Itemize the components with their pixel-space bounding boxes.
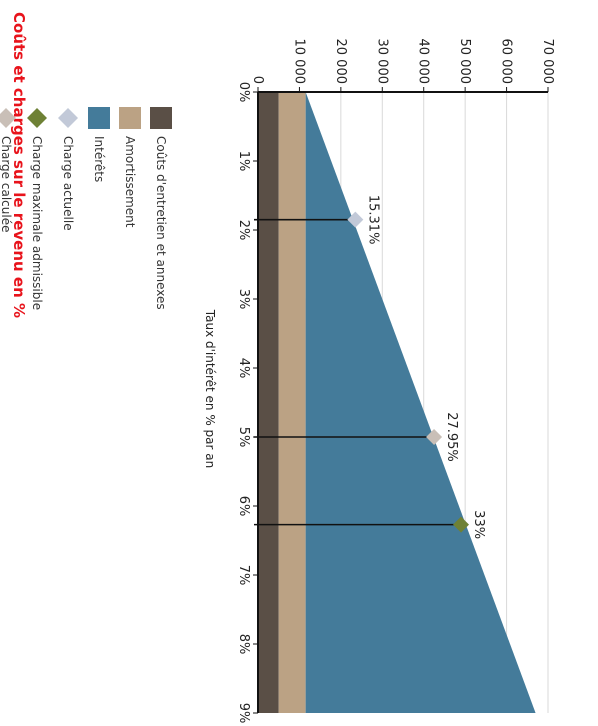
legend-swatch-diamond — [27, 108, 47, 128]
legend: Coûts d'entretien et annexes Amortissemen… — [0, 107, 172, 310]
legend-label: Charge calculée — [0, 136, 13, 232]
chart-title: Coûts et charges sur le revenu en % — [10, 12, 28, 318]
y-tick-label: 70 000 — [540, 39, 555, 85]
legend-label: Intérêts — [92, 136, 106, 182]
marker-data-label: 27.95% — [444, 412, 459, 462]
x-tick-labels: 0% 1% 2% 3% 4% 5% 6% 7% 8% 9% — [236, 82, 251, 724]
rotated-chart-group: Coûts et charges sur le revenu en % 0% 1%… — [0, 12, 555, 723]
marker-diamond-2 — [426, 429, 443, 445]
x-tick-label: 1% — [236, 151, 251, 172]
area-series-1 — [278, 92, 306, 713]
x-tick-label: 6% — [236, 496, 251, 517]
x-tick-label: 3% — [236, 289, 251, 310]
legend-label: Coûts d'entretien et annexes — [154, 136, 168, 310]
x-tick-label: 9% — [236, 703, 251, 724]
x-axis-label: Taux d'intérêt en % par an — [203, 309, 217, 468]
y-tick-label: 40 000 — [416, 39, 431, 85]
area-series-2 — [305, 92, 536, 713]
y-tick-label: 20 000 — [333, 39, 348, 85]
area-series-0 — [258, 92, 279, 713]
axes — [253, 87, 549, 714]
y-tick-label: 0 — [250, 76, 265, 84]
data-markers: 15.31% 33% 27.95% — [347, 195, 486, 539]
marker-diamond-1 — [453, 516, 469, 533]
legend-label: Charge maximale admissible — [30, 136, 44, 310]
x-tick-label: 2% — [236, 220, 251, 241]
y-tick-labels: 0 10 000 20 000 30 000 40 000 50 000 60 000 70 … — [250, 39, 555, 85]
legend-label: Amortissement — [123, 136, 137, 228]
y-tick-label: 30 000 — [374, 39, 389, 85]
legend-swatch-square — [88, 107, 110, 129]
x-tick-label: 5% — [236, 427, 251, 448]
legend-swatch-diamond — [58, 108, 78, 128]
y-tick-label: 10 000 — [291, 39, 306, 85]
x-tick-label: 7% — [236, 565, 251, 586]
marker-data-label: 33% — [471, 510, 486, 539]
legend-swatch-square — [119, 107, 141, 129]
legend-label: Charge actuelle — [61, 136, 75, 231]
legend-swatch-diamond — [0, 108, 16, 128]
y-tick-label: 60 000 — [499, 39, 514, 85]
y-tick-label: 50 000 — [457, 39, 472, 85]
x-tick-label: 0% — [236, 82, 251, 103]
area-series — [258, 92, 536, 713]
legend-swatch-square — [150, 107, 172, 129]
x-tick-label: 8% — [236, 634, 251, 655]
marker-data-label: 15.31% — [365, 195, 380, 245]
marker-drop-lines — [254, 218, 461, 526]
x-tick-label: 4% — [236, 358, 251, 379]
marker-diamond-0 — [347, 211, 364, 228]
